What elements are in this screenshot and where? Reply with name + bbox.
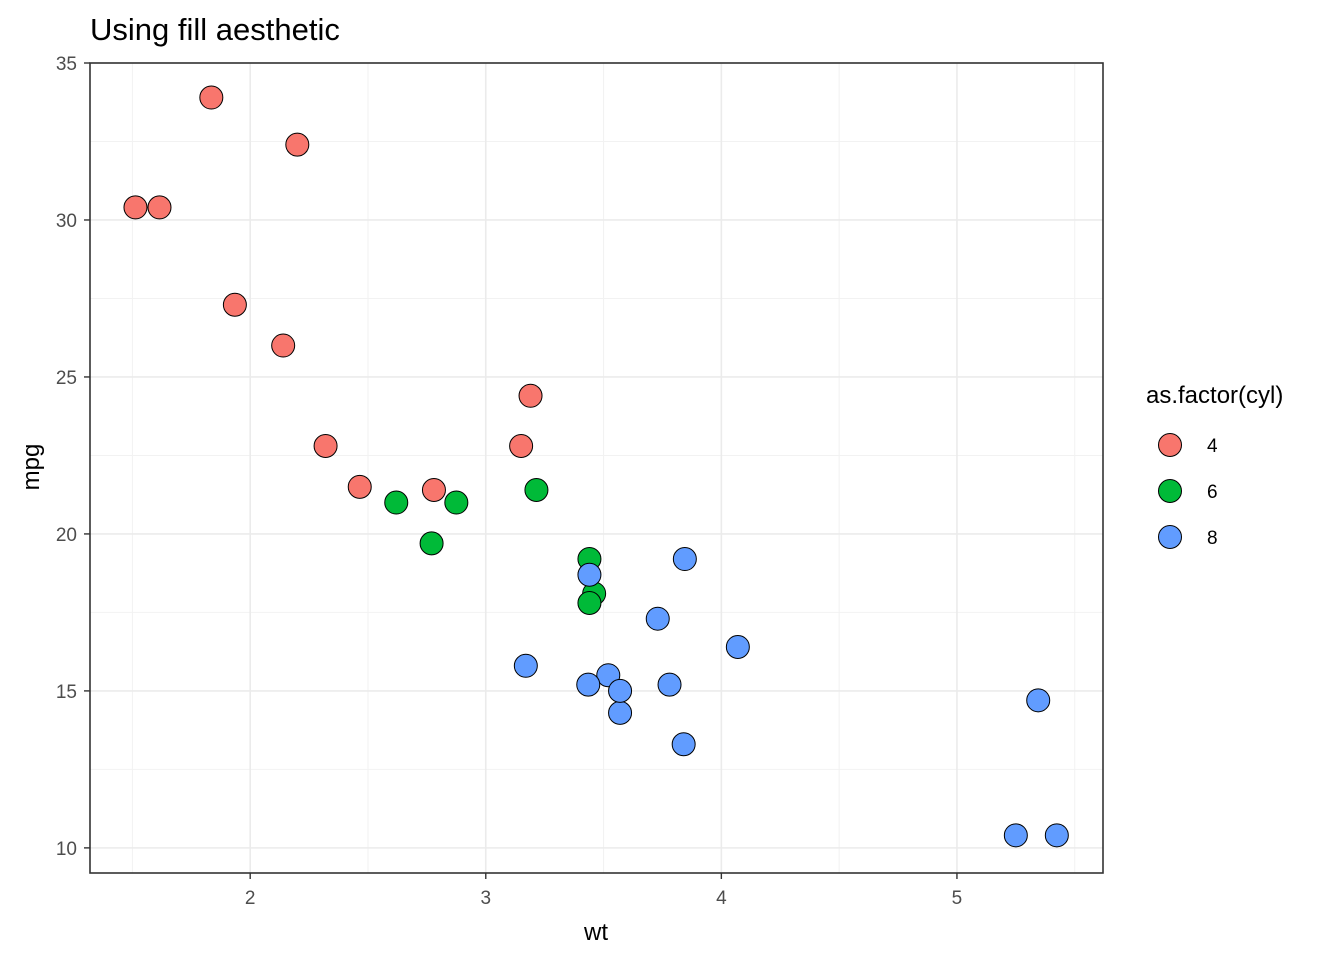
x-tick-label: 2: [245, 888, 256, 909]
legend-label-cyl-4: 4: [1207, 436, 1218, 457]
data-point-cyl-8: [608, 700, 633, 725]
data-point-cyl-8: [608, 678, 633, 703]
y-tick-label: 25: [56, 368, 77, 389]
data-point-cyl-4: [199, 85, 224, 110]
data-point-cyl-4: [123, 195, 148, 220]
x-tick-label: 3: [480, 888, 491, 909]
axes: 2 3 4 5 10 15 20 25 30 35: [56, 54, 962, 909]
data-point-cyl-4: [347, 474, 372, 499]
data-point-cyl-8: [657, 672, 682, 697]
plot-panel: [89, 62, 1104, 874]
y-tick-label: 15: [56, 682, 77, 703]
y-tick-label: 35: [56, 54, 77, 75]
data-point-cyl-4: [285, 132, 310, 157]
data-point-cyl-4: [222, 292, 247, 317]
y-axis-title: mpg: [18, 444, 45, 491]
data-point-cyl-4: [518, 383, 543, 408]
data-point-cyl-8: [577, 562, 602, 587]
x-tick-label: 4: [716, 888, 727, 909]
data-point-cyl-8: [576, 672, 601, 697]
data-point-cyl-8: [671, 732, 696, 757]
data-point-cyl-4: [313, 434, 338, 459]
data-point-cyl-6: [524, 477, 549, 502]
data-point-cyl-8: [1026, 688, 1051, 713]
legend-key-cyl-4: [1158, 433, 1182, 457]
panel-border: [89, 62, 1104, 874]
chart-title: Using fill aesthetic: [90, 12, 340, 47]
data-point-cyl-8: [1044, 823, 1069, 848]
y-tick-label: 20: [56, 525, 77, 546]
legend-key-cyl-6: [1158, 479, 1182, 503]
legend-label-cyl-8: 8: [1207, 528, 1218, 549]
data-point-cyl-8: [1003, 823, 1028, 848]
legend: as.factor(cyl) 4 6 8: [1146, 382, 1283, 549]
data-point-cyl-6: [444, 490, 469, 515]
data-point-cyl-6: [384, 490, 409, 515]
x-tick-label: 5: [952, 888, 963, 909]
data-point-cyl-6: [419, 531, 444, 556]
legend-label-cyl-6: 6: [1207, 482, 1218, 503]
x-axis-title: wt: [583, 919, 608, 946]
data-point-cyl-8: [672, 547, 697, 572]
data-point-cyl-4: [421, 477, 446, 502]
data-point-cyl-8: [513, 653, 538, 678]
data-point-cyl-8: [725, 634, 750, 659]
data-point-cyl-6: [577, 591, 602, 615]
legend-key-cyl-8: [1158, 525, 1182, 549]
data-point-cyl-8: [645, 606, 670, 631]
y-tick-label: 30: [56, 211, 77, 232]
data-point-cyl-4: [147, 195, 172, 220]
data-point-cyl-4: [509, 434, 534, 459]
y-tick-label: 10: [56, 839, 77, 860]
panel-background: [90, 63, 1103, 873]
legend-title: as.factor(cyl): [1146, 382, 1283, 409]
data-point-cyl-4: [271, 333, 296, 358]
